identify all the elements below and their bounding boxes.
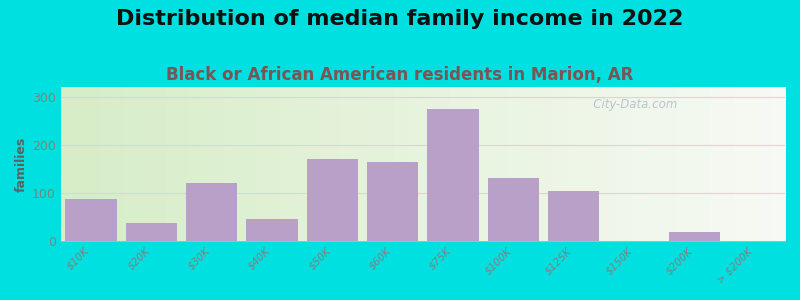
Bar [488,178,539,241]
Text: City-Data.com: City-Data.com [582,98,678,111]
Bar [367,162,418,241]
Bar [186,183,238,241]
Text: Distribution of median family income in 2022: Distribution of median family income in … [116,9,684,29]
Bar [427,109,478,241]
Bar [306,159,358,241]
Text: Black or African American residents in Marion, AR: Black or African American residents in M… [166,66,634,84]
Bar [66,199,117,241]
Y-axis label: families: families [15,136,28,192]
Bar [669,232,720,241]
Bar [548,190,599,241]
Bar [246,219,298,241]
Bar [126,223,177,241]
